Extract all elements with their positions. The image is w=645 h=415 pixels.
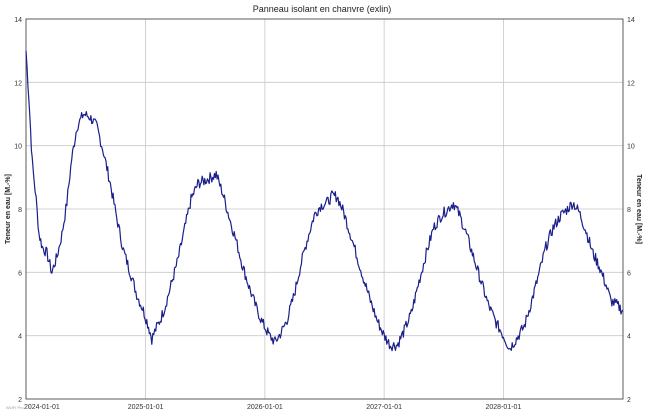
y-tick-label-right: 12 [627, 80, 635, 87]
x-tick-label: 2025-01-01 [128, 404, 164, 411]
footer-note: WUFI Pro 6.7 ... [6, 405, 35, 410]
x-tick-label: 2028-01-01 [485, 404, 521, 411]
x-tick-label: 2024-01-01 [24, 404, 60, 411]
chart-title: Panneau isolant en chanvre (exlin) [253, 4, 392, 14]
y-tick-label-left: 8 [18, 207, 22, 214]
series-line [25, 50, 624, 352]
y-axis-label-right: Teneur en eau [M.-%] [635, 174, 642, 244]
plot-frame [25, 18, 624, 400]
y-axis-right: 2 4 6 8 10 12 14 [627, 17, 635, 404]
x-tick-label: 2027-01-01 [366, 404, 402, 411]
y-tick-label-left: 12 [14, 80, 22, 87]
y-tick-label-right: 10 [627, 144, 635, 151]
y-axis-left: 2 4 6 8 10 12 14 [14, 17, 22, 404]
y-tick-label-right: 14 [627, 17, 635, 24]
y-tick-label-right: 4 [627, 334, 631, 341]
y-tick-label-left: 14 [14, 17, 22, 24]
x-tick-label: 2026-01-01 [247, 404, 283, 411]
x-axis: 2024-01-01 2025-01-01 2026-01-01 2027-01-01… [24, 404, 521, 411]
y-tick-label-left: 10 [14, 144, 22, 151]
y-tick-label-right: 2 [627, 397, 631, 404]
y-tick-label-left: 2 [18, 397, 22, 404]
y-tick-label-left: 4 [18, 334, 22, 341]
y-tick-label-right: 6 [627, 270, 631, 277]
y-tick-label-left: 6 [18, 270, 22, 277]
grid [26, 19, 623, 399]
y-axis-label-left: Teneur en eau [M.-%] [5, 174, 12, 244]
y-tick-label-right: 8 [627, 207, 631, 214]
